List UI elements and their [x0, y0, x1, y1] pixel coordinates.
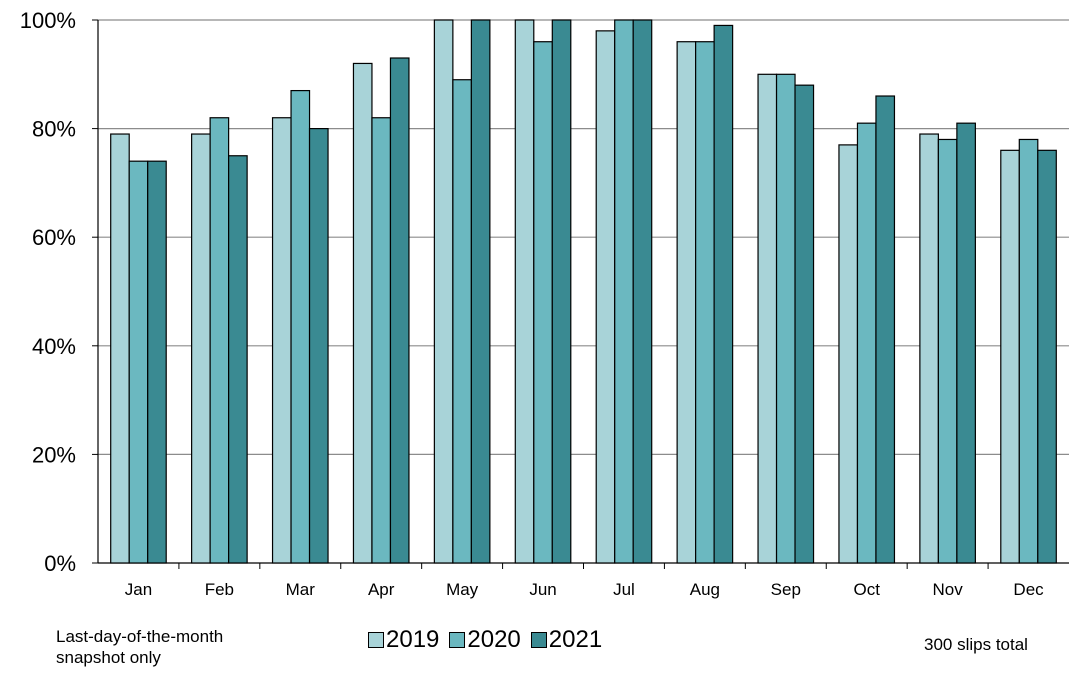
bar-2020-oct — [856, 122, 877, 564]
y-tick-label: 100% — [20, 8, 76, 33]
x-tick-label: Oct — [853, 580, 880, 599]
y-tick-label: 60% — [32, 225, 76, 250]
bar-2021-nov — [956, 122, 976, 564]
x-tick-label: Jun — [529, 580, 556, 599]
bar-2021-may — [470, 19, 491, 564]
y-tick-label: 0% — [44, 551, 76, 576]
bar-2019-oct — [838, 144, 859, 564]
legend-swatch-2020 — [449, 632, 466, 648]
legend-label-2019: 2019 — [386, 626, 440, 653]
bar-2021-aug — [713, 24, 734, 564]
bar-2019-jul — [595, 30, 616, 564]
bar-2019-may — [433, 19, 454, 564]
legend-item-2021: 2021 — [530, 626, 603, 654]
legend-label-2021: 2021 — [548, 626, 603, 653]
x-axis: Jan Feb Mar Apr May Jun Jul Aug Sep Oct Nov Dec — [98, 562, 1069, 599]
bar-2020-may — [452, 79, 472, 564]
x-tick-label: Dec — [1013, 580, 1044, 599]
legend-swatch-2021 — [530, 632, 547, 648]
legend-swatch-2019 — [368, 632, 384, 648]
snapshot-note-line-2: snapshot only — [56, 648, 161, 667]
total-slips-note: 300 slips total — [924, 635, 1028, 654]
bar-2021-feb — [228, 155, 248, 564]
bar-2020-mar — [290, 89, 311, 564]
x-tick-label: Jul — [613, 580, 635, 599]
legend-item-2020: 2020 — [449, 626, 521, 654]
bar-2019-jun — [514, 19, 535, 564]
legend: 2019 2020 2021 — [368, 626, 606, 654]
y-axis: 0% 20% 40% 60% 80% 100% — [20, 8, 99, 576]
bar-2019-apr — [352, 62, 373, 564]
x-tick-label: Mar — [286, 580, 316, 599]
y-tick-label: 40% — [32, 334, 76, 359]
bar-2020-jun — [533, 41, 553, 564]
bar-2019-feb — [191, 133, 211, 564]
x-tick-label: Jan — [125, 580, 152, 599]
bar-2020-dec — [1018, 138, 1039, 564]
bar-2020-aug — [695, 41, 715, 564]
y-tick-label: 80% — [32, 117, 76, 142]
bar-2019-mar — [271, 117, 292, 564]
bar-chart: 0% 20% 40% 60% 80% 100% Jan Feb Mar Apr May Jun Jul… — [20, 8, 1069, 599]
x-tick-label: Sep — [771, 580, 801, 599]
bar-2019-sep — [757, 73, 778, 564]
legend-label-2020: 2020 — [467, 626, 521, 653]
bar-2019-dec — [1000, 149, 1020, 564]
bar-2021-jan — [147, 160, 167, 564]
x-tick-label: Feb — [205, 580, 234, 599]
bar-2019-aug — [676, 41, 697, 564]
y-tick-label: 20% — [32, 442, 76, 467]
bar-2021-jul — [632, 19, 653, 564]
bars — [110, 19, 1057, 564]
bar-2021-mar — [308, 128, 329, 564]
x-tick-label: May — [446, 580, 479, 599]
x-tick-label: Nov — [933, 580, 964, 599]
bar-2021-oct — [875, 95, 896, 564]
bar-2020-nov — [937, 138, 958, 564]
bar-2021-jun — [551, 19, 572, 564]
bar-2020-jul — [614, 19, 634, 564]
x-tick-label: Apr — [368, 580, 395, 599]
bar-2021-apr — [389, 57, 410, 564]
snapshot-note-line-1: Last-day-of-the-month — [56, 627, 224, 646]
bar-2021-sep — [794, 84, 815, 564]
x-tick-label: Aug — [690, 580, 720, 599]
bar-2019-jan — [110, 133, 130, 564]
legend-item-2019: 2019 — [368, 626, 439, 654]
gridlines — [98, 19, 1069, 455]
snapshot-note: Last-day-of-the-month snapshot only — [56, 626, 296, 668]
bar-2020-feb — [209, 117, 230, 564]
bar-2019-nov — [919, 133, 939, 564]
bar-2020-jan — [128, 160, 149, 564]
bar-2020-apr — [371, 117, 392, 564]
bar-2021-dec — [1037, 149, 1057, 564]
bar-2020-sep — [775, 73, 796, 564]
